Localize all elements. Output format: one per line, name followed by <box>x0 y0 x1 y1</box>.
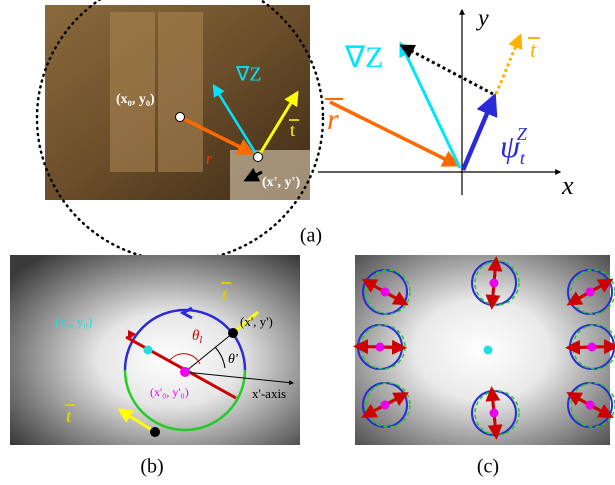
edge-point <box>254 153 263 162</box>
tangent-label: t <box>290 120 295 140</box>
center-point <box>144 346 153 355</box>
magenta-point <box>381 288 390 297</box>
vector-diagram: y x ∇Z r t ψtZ <box>318 6 574 200</box>
magenta-point <box>381 401 390 410</box>
magenta-point <box>586 288 595 297</box>
edge-point <box>150 427 160 437</box>
point-label: (x', y') <box>262 175 300 190</box>
center-point <box>176 113 185 122</box>
y-axis-label: y <box>476 6 489 32</box>
figure: (x₀, y₀) (x', y') ∇Z t r y x ∇Z r t ψtZ … <box>0 0 615 485</box>
origin-label: (x'₀, y'₀) <box>150 385 189 399</box>
center-label: (x₀, y₀) <box>116 92 155 107</box>
magenta-point <box>490 409 499 418</box>
psi-vector <box>463 97 494 170</box>
theta-prime-label: θ' <box>228 352 239 367</box>
psi-sup: Z <box>517 124 528 144</box>
tangent-vector <box>496 36 520 94</box>
panel-c <box>355 255 615 445</box>
origin-point <box>180 367 190 377</box>
x-axis-label: x <box>561 171 574 200</box>
dotted-vector <box>402 46 493 94</box>
radius-label: r <box>327 103 339 136</box>
magenta-point <box>490 279 499 288</box>
photo-panel: (x₀, y₀) (x', y') ∇Z t r <box>37 0 323 261</box>
caption: (c) <box>477 456 499 478</box>
caption: (a) <box>300 225 322 247</box>
gradient-label: ∇Z <box>235 64 262 86</box>
point-label: (x', y') <box>240 314 273 329</box>
gradient-label: ∇Z <box>344 41 383 74</box>
magenta-point <box>586 401 595 410</box>
radius-label: r <box>206 151 213 168</box>
panel-b: (x₀, y₀) (x', y') (x'₀, y'₀) θl θ' x'-ax… <box>10 255 300 445</box>
psi-sub: t <box>520 148 526 168</box>
x-prime-axis-label: x'-axis <box>252 386 286 401</box>
background <box>10 255 300 445</box>
magenta-point <box>376 343 385 352</box>
caption: (b) <box>140 456 163 478</box>
tangent-label: t <box>530 37 537 62</box>
theta-sub: l <box>199 335 202 346</box>
center-point <box>484 346 493 355</box>
door <box>158 12 203 172</box>
gradient-vector <box>401 44 460 168</box>
psi-label: ψtZ <box>500 124 528 168</box>
center-label: (x₀, y₀) <box>55 314 92 329</box>
edge-point <box>228 328 238 338</box>
magenta-point <box>588 343 597 352</box>
radius-vector <box>330 102 457 165</box>
